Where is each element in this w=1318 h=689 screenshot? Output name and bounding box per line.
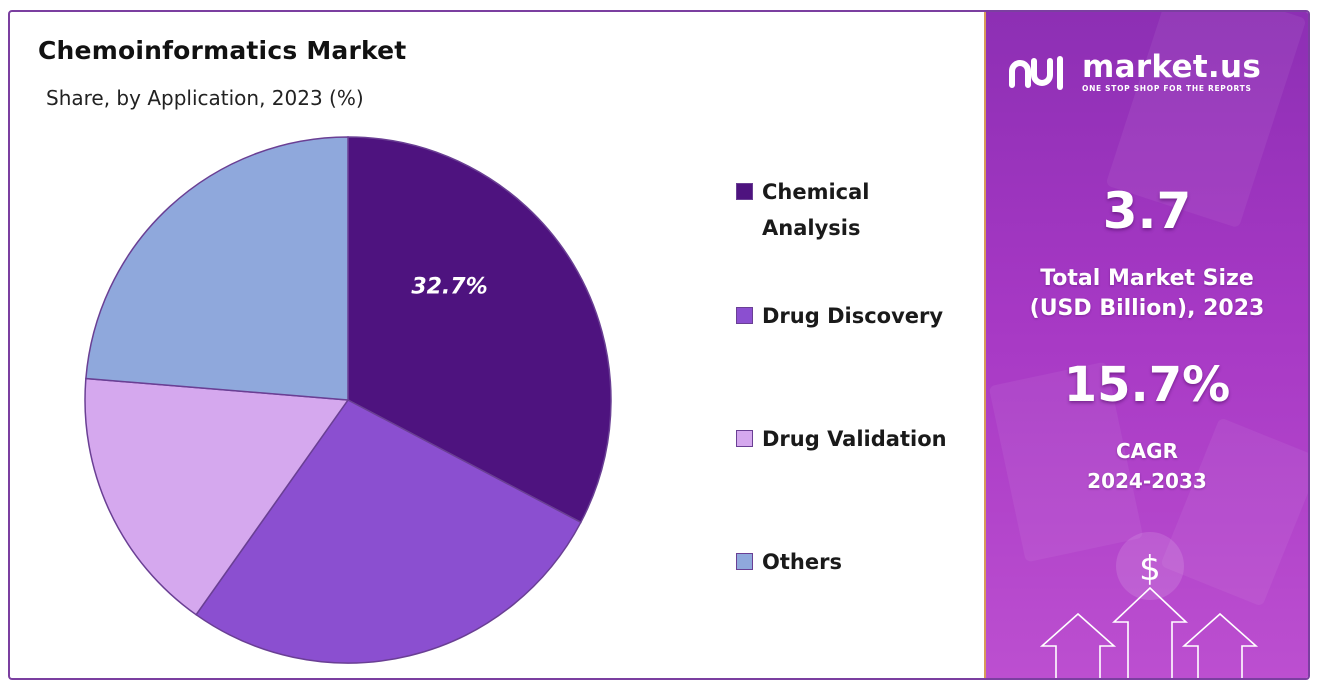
legend-swatch xyxy=(736,553,753,570)
legend-label: Others xyxy=(762,550,842,574)
pie-chart: 32.7% xyxy=(84,136,612,664)
legend-item-drug-validation: Drug Validation xyxy=(736,421,947,457)
cagr-label: CAGR 2024-2033 xyxy=(1087,439,1207,493)
legend-swatch xyxy=(736,183,753,200)
brand: market.us ONE STOP SHOP FOR THE REPORTS xyxy=(1008,52,1261,93)
legend-label: Drug Validation xyxy=(762,427,947,451)
pie-slice-drug-discovery xyxy=(195,399,582,664)
legend-item-others: Others xyxy=(736,544,842,580)
arrow-up-icon xyxy=(1181,612,1259,678)
growth-arrows-decoration: $ xyxy=(1039,532,1259,678)
legend-item-drug-discovery: Drug Discovery xyxy=(736,298,943,334)
market-us-logo-icon xyxy=(1009,55,1063,90)
coin-circle xyxy=(1116,532,1184,600)
legend-swatch xyxy=(736,307,753,324)
chart-subtitle: Share, by Application, 2023 (%) xyxy=(46,86,364,110)
market-size-label: Total Market Size (USD Billion), 2023 xyxy=(1029,266,1265,321)
legend-item-chemical-analysis: Chemical Analysis xyxy=(736,174,870,246)
pie-slice-others xyxy=(85,136,349,401)
brand-name: market.us xyxy=(1082,49,1262,85)
infographic-frame: Chemoinformatics Market Share, by Applic… xyxy=(8,10,1310,680)
data-label: 32.7% xyxy=(411,274,487,299)
arrow-up-icon xyxy=(1039,612,1117,678)
summary-panel: market.us ONE STOP SHOP FOR THE REPORTS … xyxy=(984,12,1308,678)
dollar-icon: $ xyxy=(1139,549,1161,589)
cagr-value: 15.7% xyxy=(1063,357,1231,413)
pie-slice-chemical-analysis xyxy=(347,136,612,524)
chart-title: Chemoinformatics Market xyxy=(38,36,407,65)
legend-swatch xyxy=(736,430,753,447)
legend-label: Chemical Analysis xyxy=(762,180,870,240)
legend-label: Drug Discovery xyxy=(762,304,944,328)
market-size-value: 3.7 xyxy=(1102,182,1192,240)
pie-slice-drug-validation xyxy=(84,377,350,616)
brand-tagline: ONE STOP SHOP FOR THE REPORTS xyxy=(1082,84,1252,93)
arrow-up-icon xyxy=(1111,586,1189,678)
